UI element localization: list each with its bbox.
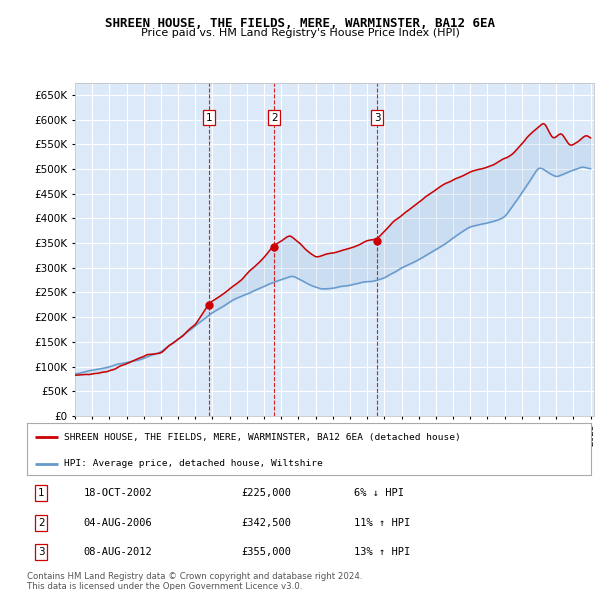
Text: 11% ↑ HPI: 11% ↑ HPI xyxy=(354,518,410,527)
Text: SHREEN HOUSE, THE FIELDS, MERE, WARMINSTER, BA12 6EA (detached house): SHREEN HOUSE, THE FIELDS, MERE, WARMINST… xyxy=(64,432,460,441)
Text: SHREEN HOUSE, THE FIELDS, MERE, WARMINSTER, BA12 6EA: SHREEN HOUSE, THE FIELDS, MERE, WARMINST… xyxy=(105,17,495,30)
Text: Contains HM Land Registry data © Crown copyright and database right 2024.: Contains HM Land Registry data © Crown c… xyxy=(27,572,362,581)
Text: 3: 3 xyxy=(374,113,380,123)
Text: 13% ↑ HPI: 13% ↑ HPI xyxy=(354,548,410,558)
Text: 08-AUG-2012: 08-AUG-2012 xyxy=(83,548,152,558)
Text: Price paid vs. HM Land Registry's House Price Index (HPI): Price paid vs. HM Land Registry's House … xyxy=(140,28,460,38)
Text: 2: 2 xyxy=(271,113,277,123)
Text: 1: 1 xyxy=(38,488,44,498)
Text: £225,000: £225,000 xyxy=(241,488,292,498)
Text: £355,000: £355,000 xyxy=(241,548,292,558)
Text: HPI: Average price, detached house, Wiltshire: HPI: Average price, detached house, Wilt… xyxy=(64,459,322,468)
Text: 3: 3 xyxy=(38,548,44,558)
Text: 2: 2 xyxy=(38,518,44,527)
Text: 04-AUG-2006: 04-AUG-2006 xyxy=(83,518,152,527)
Text: £342,500: £342,500 xyxy=(241,518,292,527)
Text: This data is licensed under the Open Government Licence v3.0.: This data is licensed under the Open Gov… xyxy=(27,582,302,590)
Text: 6% ↓ HPI: 6% ↓ HPI xyxy=(354,488,404,498)
Text: 1: 1 xyxy=(206,113,212,123)
Text: 18-OCT-2002: 18-OCT-2002 xyxy=(83,488,152,498)
